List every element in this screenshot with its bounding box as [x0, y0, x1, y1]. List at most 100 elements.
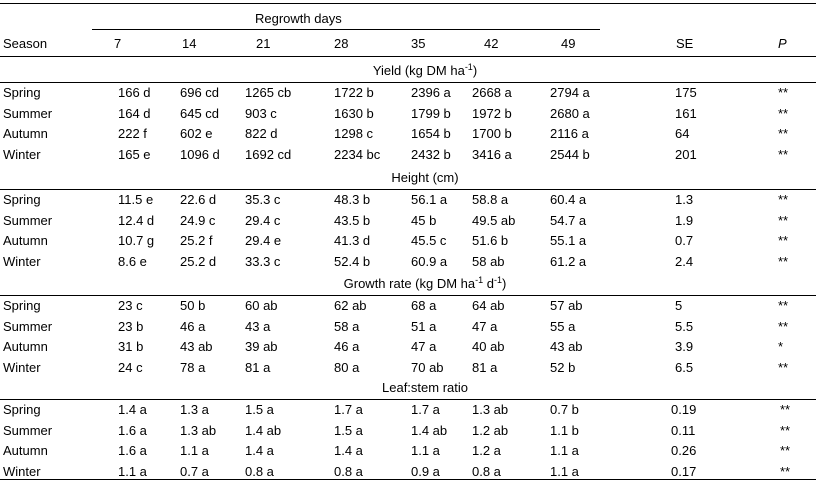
value-cell: 1.2 a: [472, 443, 501, 458]
section-title-suffix: ): [472, 63, 478, 78]
header-day-7: 7: [114, 36, 122, 51]
value-cell: 602 e: [180, 126, 213, 141]
value-cell: 1.7 a: [334, 402, 363, 417]
p-cell: **: [778, 146, 789, 162]
value-cell: 1.3 ab: [180, 422, 217, 438]
value-cell: 2544 b: [550, 146, 590, 162]
se-cell: 0.19: [671, 402, 697, 417]
value-cell: 1096 d: [180, 146, 220, 162]
p-cell: **: [778, 212, 789, 228]
value-cell: 10.7 g: [118, 233, 155, 248]
value-cell: 60 ab: [245, 298, 278, 313]
value-cell: 47 a: [411, 339, 437, 354]
value-cell: 1.3 ab: [472, 402, 509, 417]
top-rule: [0, 3, 816, 4]
section-rule: [0, 399, 816, 400]
p-cell: **: [778, 192, 789, 207]
value-cell: 62 ab: [334, 298, 367, 313]
value-cell: 81 a: [245, 359, 271, 375]
value-cell: 1265 cb: [245, 85, 292, 100]
season-cell: Spring: [3, 298, 41, 313]
value-cell: 58.8 a: [472, 192, 509, 207]
value-cell: 46 a: [334, 339, 360, 354]
value-cell: 55.1 a: [550, 233, 587, 248]
value-cell: 1.4 a: [334, 443, 363, 458]
p-cell: **: [778, 105, 789, 121]
value-cell: 1.1 a: [550, 443, 579, 458]
season-cell: Winter: [3, 359, 41, 375]
value-cell: 1.4 ab: [411, 422, 448, 438]
value-cell: 1.1 a: [118, 463, 147, 479]
value-cell: 0.8 a: [472, 463, 501, 479]
se-cell: 1.3: [675, 192, 694, 207]
value-cell: 1.4 ab: [245, 422, 282, 438]
value-cell: 1298 c: [334, 126, 374, 141]
p-cell: **: [780, 463, 791, 479]
value-cell: 45 b: [411, 212, 437, 228]
value-cell: 165 e: [118, 146, 151, 162]
value-cell: 60.9 a: [411, 253, 448, 269]
header-day-14: 14: [182, 36, 197, 51]
value-cell: 50 b: [180, 298, 206, 313]
value-cell: 8.6 e: [118, 253, 147, 269]
value-cell: 1.1 a: [411, 443, 440, 458]
value-cell: 58 a: [334, 318, 360, 334]
section-title-text: Growth rate (kg DM ha: [343, 276, 476, 291]
value-cell: 1.5 a: [245, 402, 274, 417]
season-cell: Autumn: [3, 233, 48, 248]
season-cell: Summer: [3, 212, 53, 228]
value-cell: 70 ab: [411, 359, 444, 375]
se-cell: 175: [675, 85, 697, 100]
se-cell: 3.9: [675, 339, 694, 354]
value-cell: 1.4 a: [245, 443, 274, 458]
se-cell: 5.5: [675, 318, 694, 334]
value-cell: 29.4 e: [245, 233, 282, 248]
value-cell: 0.8 a: [334, 463, 363, 479]
value-cell: 2680 a: [550, 105, 590, 121]
value-cell: 41.3 d: [334, 233, 371, 248]
value-cell: 1799 b: [411, 105, 451, 121]
value-cell: 2668 a: [472, 85, 512, 100]
header-se: SE: [676, 36, 694, 51]
value-cell: 54.7 a: [550, 212, 587, 228]
p-cell: **: [778, 253, 789, 269]
value-cell: 1700 b: [472, 126, 512, 141]
value-cell: 46 a: [180, 318, 206, 334]
section-title-superscript: -1: [475, 275, 484, 285]
section-title: Yield (kg DM ha-1): [0, 63, 816, 79]
value-cell: 43 ab: [550, 339, 583, 354]
header-day-42: 42: [484, 36, 499, 51]
section-rule: [0, 82, 816, 83]
value-cell: 1.7 a: [411, 402, 440, 417]
p-cell: **: [778, 359, 789, 375]
value-cell: 22.6 d: [180, 192, 217, 207]
value-cell: 47 a: [472, 318, 498, 334]
value-cell: 3416 a: [472, 146, 512, 162]
value-cell: 1.4 a: [118, 402, 147, 417]
se-cell: 0.17: [671, 463, 697, 479]
value-cell: 1.5 a: [334, 422, 363, 438]
value-cell: 1.6 a: [118, 443, 147, 458]
value-cell: 58 ab: [472, 253, 505, 269]
value-cell: 1.3 a: [180, 402, 209, 417]
season-cell: Spring: [3, 85, 41, 100]
value-cell: 1722 b: [334, 85, 374, 100]
p-cell: **: [780, 402, 791, 417]
regrowth-days-spanner: Regrowth days: [255, 11, 342, 26]
value-cell: 0.7 a: [180, 463, 209, 479]
value-cell: 43.5 b: [334, 212, 371, 228]
value-cell: 51.6 b: [472, 233, 509, 248]
value-cell: 52.4 b: [334, 253, 371, 269]
season-cell: Winter: [3, 146, 41, 162]
value-cell: 78 a: [180, 359, 206, 375]
value-cell: 40 ab: [472, 339, 505, 354]
se-cell: 1.9: [675, 212, 694, 228]
section-title-text: Height (cm): [391, 170, 459, 185]
value-cell: 60.4 a: [550, 192, 587, 207]
se-cell: 201: [675, 146, 697, 162]
value-cell: 696 cd: [180, 85, 220, 100]
value-cell: 51 a: [411, 318, 437, 334]
p-cell: **: [780, 443, 791, 458]
season-cell: Summer: [3, 422, 53, 438]
value-cell: 12.4 d: [118, 212, 155, 228]
